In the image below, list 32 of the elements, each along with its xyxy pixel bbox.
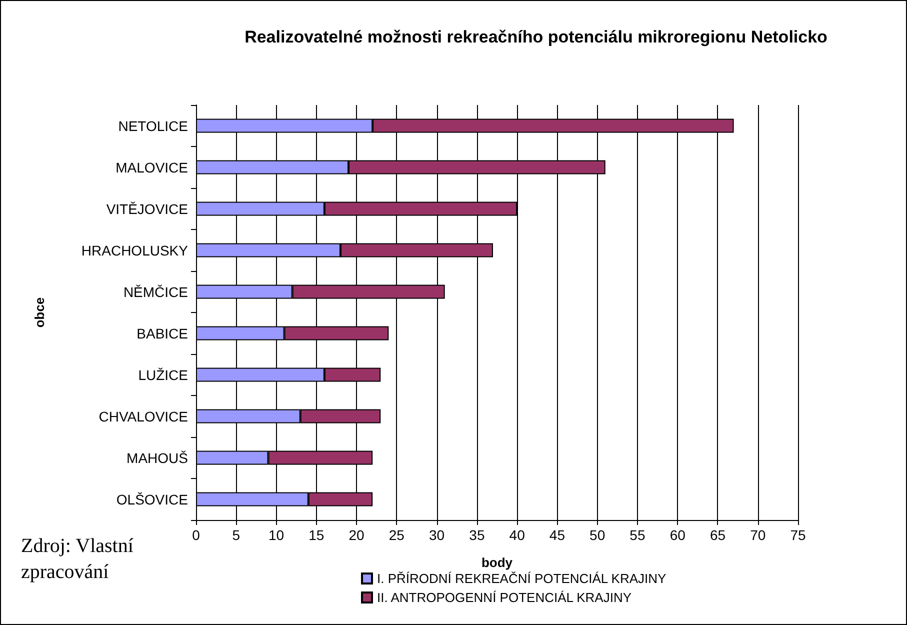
- x-tick-label: 10: [268, 527, 284, 543]
- y-tick-label: LUŽICE: [138, 366, 188, 383]
- y-tick-label: CHVALOVICE: [98, 408, 188, 424]
- y-tick-label: NETOLICE: [118, 118, 188, 134]
- x-tick-label: 15: [308, 527, 324, 543]
- x-tick-label: 70: [750, 527, 766, 543]
- x-tick-label: 60: [670, 527, 686, 543]
- chart-title: Realizovatelné možnosti rekreačního potenciálu mikroregionu Netolicko: [244, 28, 828, 46]
- y-tick-label: BABICE: [136, 325, 188, 342]
- x-tick-label: 50: [590, 527, 606, 543]
- x-tick-label: 35: [469, 527, 485, 543]
- x-tick-label: 30: [429, 527, 445, 543]
- text: Zdroj: Vlastní zpracování: [21, 535, 134, 583]
- x-tick-label: 5: [232, 527, 240, 543]
- y-tick-label: MALOVICE: [116, 159, 188, 176]
- x-tick-label: 40: [509, 527, 526, 543]
- x-axis-title: body: [481, 555, 514, 570]
- x-tick-label: 55: [630, 527, 646, 543]
- legend-label: II. ANTROPOGENNÍ POTENCIÁL KRAJINY: [377, 590, 632, 605]
- x-tick-label: 75: [790, 527, 806, 543]
- x-tick-label: 65: [710, 527, 726, 543]
- x-tick-label: 45: [549, 527, 566, 543]
- y-tick-label: OLŠOVICE: [116, 491, 188, 508]
- x-tick-label: 20: [348, 527, 365, 543]
- legend-label: I. PŘÍRODNÍ REKREAČNÍ POTENCIÁL KRAJINY: [377, 571, 667, 586]
- y-tick-label: HRACHOLUSKY: [81, 242, 189, 258]
- x-tick-label: 25: [388, 527, 405, 543]
- y-axis-title: obce: [32, 297, 47, 328]
- y-tick-label: MAHOUŠ: [126, 450, 188, 466]
- x-tick-label: 0: [192, 527, 200, 543]
- y-tick-label: NĚMČICE: [123, 284, 188, 300]
- y-tick-label: VITĚJOVICE: [106, 200, 188, 217]
